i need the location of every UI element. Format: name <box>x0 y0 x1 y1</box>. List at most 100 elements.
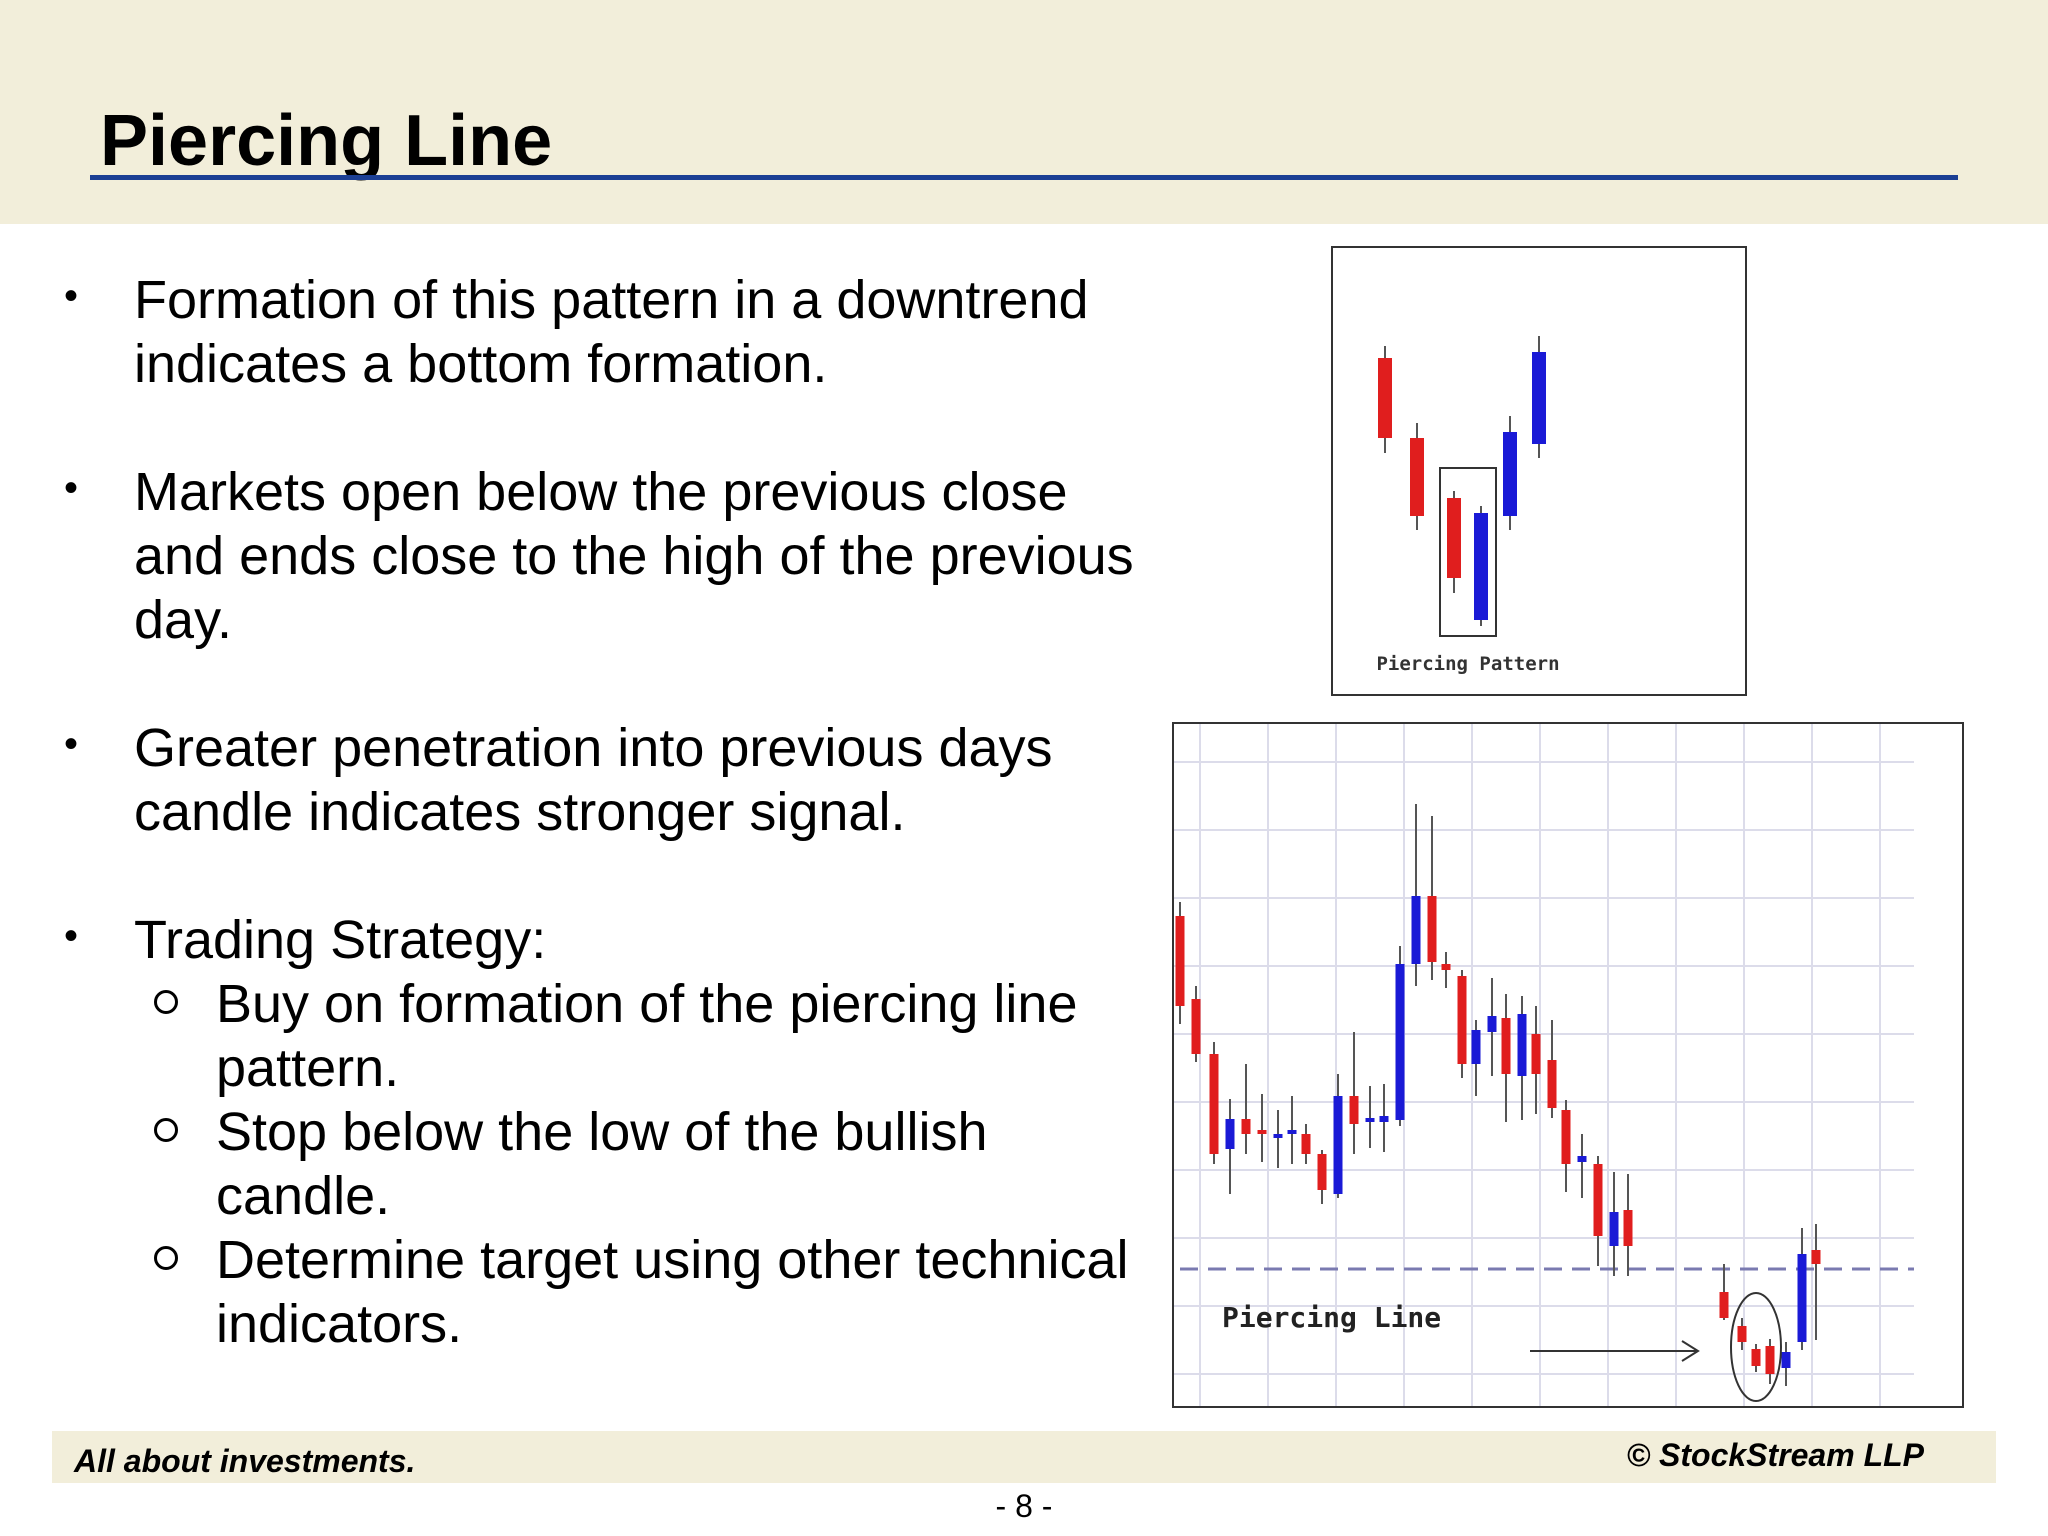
bullet-dot-icon: • <box>64 722 79 766</box>
bullish-candle <box>1287 1096 1297 1164</box>
bullet-dot-icon: • <box>64 914 79 958</box>
candle-body <box>1623 1210 1633 1246</box>
bearish-candle <box>1378 346 1392 453</box>
bearish-candle <box>1427 816 1437 980</box>
bullet-item: • Trading Strategy: Buy on formation of t… <box>58 908 1138 1356</box>
candle-body <box>1427 896 1437 962</box>
slide-header: Piercing Line <box>0 0 2048 224</box>
footer-copyright: © StockStream LLP <box>1626 1437 1924 1473</box>
bearish-candle <box>1317 1150 1327 1204</box>
bearish-candle <box>1561 1100 1571 1192</box>
candle-body <box>1811 1250 1821 1264</box>
bullet-text: Markets open below the previous close an… <box>134 462 1134 650</box>
bullish-candle <box>1797 1228 1807 1350</box>
candle-body <box>1410 438 1424 516</box>
bullish-candle <box>1577 1134 1587 1198</box>
bullish-candle <box>1517 996 1527 1120</box>
candle-body <box>1501 1018 1511 1074</box>
bullet-item: • Greater penetration into previous days … <box>58 716 1138 844</box>
ring-bullet-icon <box>154 990 178 1014</box>
pointer-arrowhead-icon <box>1681 1340 1700 1362</box>
candle-body <box>1531 1034 1541 1074</box>
bullet-dot-icon: • <box>64 466 79 510</box>
candle-body <box>1561 1110 1571 1164</box>
candle-body <box>1225 1119 1235 1149</box>
piercing-line-chart-figure: Piercing Line <box>1172 722 1964 1408</box>
candle-body <box>1547 1060 1557 1108</box>
bullet-item: • Markets open below the previous close a… <box>58 460 1138 652</box>
candle-body <box>1474 513 1488 620</box>
candle-body <box>1517 1014 1527 1076</box>
bullet-text: Formation of this pattern in a downtrend… <box>134 270 1089 394</box>
bearish-candle <box>1175 902 1185 1024</box>
bullish-candle <box>1333 1074 1343 1198</box>
candle-body <box>1175 916 1185 1006</box>
candle-body <box>1349 1096 1359 1124</box>
candle-body <box>1365 1118 1375 1122</box>
candle-body <box>1441 964 1451 970</box>
bullish-candle <box>1471 1020 1481 1096</box>
bullish-candle <box>1609 1172 1619 1276</box>
candle-body <box>1333 1096 1343 1194</box>
bullet-text: Greater penetration into previous days c… <box>134 718 1053 842</box>
candle-body <box>1301 1134 1311 1154</box>
candle-body <box>1257 1130 1267 1134</box>
bearish-candle <box>1349 1032 1359 1154</box>
bearish-candle <box>1457 970 1467 1078</box>
bullish-candle <box>1474 506 1488 626</box>
bearish-candle <box>1765 1339 1775 1384</box>
bullish-candle <box>1503 416 1517 530</box>
bearish-candle <box>1593 1156 1603 1266</box>
candle-body <box>1378 358 1392 438</box>
strategy-sub-list: Buy on formation of the piercing line pa… <box>134 972 1138 1356</box>
bullish-candle <box>1532 336 1546 458</box>
candle-body <box>1797 1254 1807 1342</box>
candle-body <box>1532 352 1546 444</box>
piercing-pattern-illustration: Piercing Pattern <box>1376 336 1560 675</box>
candle-body <box>1379 1116 1389 1122</box>
candle-body <box>1593 1164 1603 1236</box>
footer-band: All about investments. © StockStream LLP <box>52 1431 1996 1483</box>
sub-bullet-item: Determine target using other technical i… <box>134 1228 1138 1356</box>
sub-bullet-item: Buy on formation of the piercing line pa… <box>134 972 1138 1100</box>
bullet-item: • Formation of this pattern in a downtren… <box>58 268 1138 396</box>
sub-bullet-text: Determine target using other technical i… <box>216 1230 1129 1354</box>
bullish-candle <box>1487 978 1497 1076</box>
bullish-candle <box>1781 1342 1791 1386</box>
candle-body <box>1719 1292 1729 1318</box>
bearish-candle <box>1811 1224 1821 1340</box>
bearish-candle <box>1191 986 1201 1062</box>
candle-body <box>1395 964 1405 1120</box>
pattern-label: Piercing Pattern <box>1376 653 1559 675</box>
slide-title: Piercing Line <box>100 101 553 181</box>
title-underline <box>90 175 1958 180</box>
candle-body <box>1765 1346 1775 1374</box>
bearish-candle <box>1257 1094 1267 1162</box>
pattern-highlight-box <box>1439 467 1497 637</box>
bearish-candle <box>1209 1042 1219 1164</box>
candle-body <box>1457 976 1467 1064</box>
bearish-candle <box>1737 1318 1747 1350</box>
bullish-candle <box>1365 1086 1375 1148</box>
bullet-text: Trading Strategy: <box>134 910 547 970</box>
candle-body <box>1577 1156 1587 1162</box>
chart-label: Piercing Line <box>1222 1301 1441 1334</box>
piercing-line-chart: Piercing Line <box>1174 724 1914 1406</box>
candle-body <box>1209 1054 1219 1154</box>
bullish-candle <box>1273 1110 1283 1168</box>
candle-body <box>1317 1154 1327 1190</box>
piercing-pattern-figure: Piercing Pattern <box>1331 246 1747 696</box>
candle-body <box>1781 1352 1791 1368</box>
bearish-candle <box>1751 1344 1761 1372</box>
candle-body <box>1447 498 1461 578</box>
bearish-candle <box>1410 423 1424 530</box>
candle-body <box>1487 1016 1497 1032</box>
candle-body <box>1241 1119 1251 1134</box>
bullish-candle <box>1225 1099 1235 1194</box>
bullish-candle <box>1379 1084 1389 1152</box>
bullet-list: • Formation of this pattern in a downtren… <box>58 268 1138 1356</box>
sub-bullet-text: Stop below the low of the bullish candle… <box>216 1102 988 1226</box>
bearish-candle <box>1501 994 1511 1122</box>
bearish-candle <box>1441 952 1451 988</box>
candle-body <box>1737 1326 1747 1342</box>
